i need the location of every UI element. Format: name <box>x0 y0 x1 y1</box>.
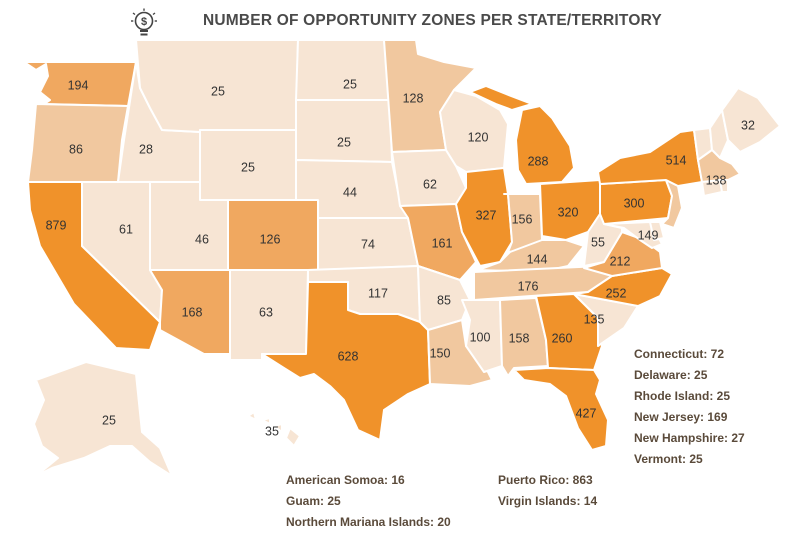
lightbulb-dollar-icon: $ <box>131 8 157 36</box>
note-connecticut: Connecticut: 72 <box>634 347 725 361</box>
state-il[interactable] <box>455 167 513 267</box>
note-rhode-island: Rhode Island: 25 <box>634 389 731 403</box>
state-wa[interactable] <box>17 61 137 107</box>
state-ak[interactable] <box>33 361 173 477</box>
state-fl[interactable] <box>513 367 609 451</box>
state-mi-upper[interactable] <box>469 85 533 111</box>
state-ct[interactable] <box>701 179 723 197</box>
note-puerto-rico: Puerto Rico: 863 <box>498 473 593 487</box>
state-ks[interactable] <box>317 217 419 271</box>
note-vermont: Vermont: 25 <box>634 452 703 466</box>
note-northern-mariana: Northern Mariana Islands: 20 <box>286 515 451 529</box>
small-states-list: Connecticut: 72 Delaware: 25 Rhode Islan… <box>634 344 745 470</box>
territories-list-right: Puerto Rico: 863 Virgin Islands: 14 <box>498 470 597 512</box>
state-wi[interactable] <box>439 89 509 173</box>
state-ri[interactable] <box>719 179 729 193</box>
map-title: NUMBER OF OPPORTUNITY ZONES PER STATE/TE… <box>203 12 662 29</box>
state-de[interactable] <box>649 221 665 241</box>
state-sd[interactable] <box>295 99 393 163</box>
state-mi[interactable] <box>515 105 575 185</box>
state-mt[interactable] <box>135 39 299 133</box>
note-american-samoa: American Somoa: 16 <box>286 473 405 487</box>
state-me[interactable] <box>721 87 781 153</box>
state-az[interactable] <box>149 269 231 355</box>
state-or[interactable] <box>27 103 129 183</box>
state-hi[interactable] <box>247 411 301 447</box>
header: $ NUMBER OF OPPORTUNITY ZONES PER STATE/… <box>0 0 800 44</box>
note-new-jersey: New Jersey: 169 <box>634 410 728 424</box>
state-tx[interactable] <box>261 281 431 441</box>
svg-text:$: $ <box>141 16 147 28</box>
territories-list-left: American Somoa: 16 Guam: 25 Northern Mar… <box>286 470 451 533</box>
note-delaware: Delaware: 25 <box>634 368 708 382</box>
state-ny[interactable] <box>597 129 703 187</box>
note-new-hampshire: New Hampshire: 27 <box>634 431 745 445</box>
state-co[interactable] <box>227 199 319 271</box>
state-wy[interactable] <box>199 129 297 201</box>
note-virgin-islands: Virgin Islands: 14 <box>498 494 598 508</box>
state-nj[interactable] <box>661 179 683 229</box>
state-nd[interactable] <box>295 39 391 101</box>
state-nm[interactable] <box>229 269 309 361</box>
note-guam: Guam: 25 <box>286 494 341 508</box>
state-pa[interactable] <box>599 179 673 225</box>
